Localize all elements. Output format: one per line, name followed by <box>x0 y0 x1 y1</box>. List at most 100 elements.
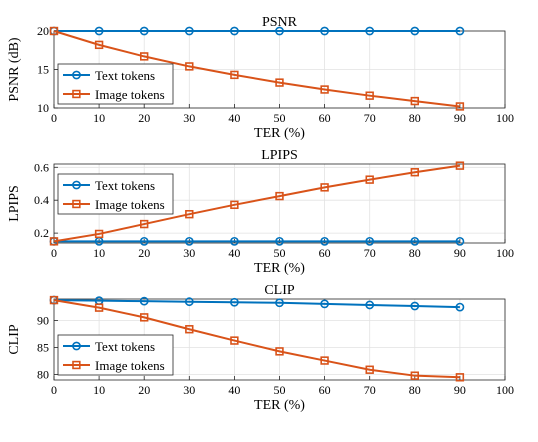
data-point-marker <box>94 303 104 312</box>
data-point-marker <box>229 297 239 307</box>
data-point-marker <box>455 302 465 312</box>
data-point-marker <box>365 91 374 100</box>
data-point-marker <box>184 26 194 36</box>
legend: Text tokens Image tokens <box>57 334 174 376</box>
x-tick-label: 20 <box>138 383 150 397</box>
x-tick-label: 20 <box>138 246 150 260</box>
x-tick-label: 80 <box>409 111 421 125</box>
y-tick-label: 10 <box>37 101 49 115</box>
data-point-marker <box>410 236 420 246</box>
data-point-marker <box>365 175 374 184</box>
legend-label: Image tokens <box>95 197 165 212</box>
data-point-marker <box>139 296 149 306</box>
legend-marker <box>72 341 81 351</box>
data-point-marker <box>229 236 239 246</box>
data-point-marker <box>94 40 104 50</box>
data-point-marker <box>140 52 149 61</box>
chart-title: LPIPS <box>261 148 298 163</box>
y-tick-label: 15 <box>37 63 49 77</box>
legend-marker <box>72 70 81 80</box>
data-point-marker <box>320 356 329 365</box>
x-tick-label: 30 <box>183 246 195 260</box>
y-tick-label: 80 <box>37 368 49 382</box>
x-tick-label: 0 <box>51 383 57 397</box>
x-tick-label: 30 <box>183 383 195 397</box>
data-point-marker <box>140 219 149 229</box>
data-point-marker <box>410 96 419 106</box>
x-tick-label: 50 <box>274 246 286 260</box>
data-point-marker <box>275 26 284 36</box>
chart-title: CLIP <box>264 283 295 298</box>
legend-marker <box>72 180 81 190</box>
x-tick-label: 60 <box>319 111 331 125</box>
legend-marker <box>72 199 81 209</box>
y-axis-label: CLIP <box>7 324 22 355</box>
x-tick-label: 60 <box>319 246 331 260</box>
series-line-image-tokens <box>53 299 460 379</box>
x-axis-label: TER (%) <box>254 126 305 141</box>
x-tick-label: 40 <box>228 246 240 260</box>
data-point-marker <box>320 183 329 192</box>
data-point-marker <box>455 373 465 382</box>
data-point-marker <box>275 236 284 246</box>
data-point-marker <box>49 26 59 36</box>
legend-label: Text tokens <box>95 178 155 193</box>
data-point-marker <box>140 313 149 322</box>
legend-marker <box>72 360 81 370</box>
data-point-marker <box>184 236 194 246</box>
x-tick-label: 70 <box>364 111 376 125</box>
data-point-marker <box>229 26 239 36</box>
data-point-marker <box>410 168 419 177</box>
data-point-marker <box>455 26 465 36</box>
x-tick-label: 100 <box>496 383 514 397</box>
x-axis-label: TER (%) <box>254 398 305 413</box>
data-point-marker <box>185 209 194 219</box>
series-line-text-tokens <box>53 299 460 309</box>
y-axis-label: LPIPS <box>7 185 22 222</box>
legend-label: Image tokens <box>95 358 165 373</box>
x-tick-label: 10 <box>93 383 105 397</box>
data-point-marker <box>185 62 194 71</box>
data-point-marker <box>184 297 194 307</box>
legend-label: Text tokens <box>95 68 155 83</box>
x-tick-label: 50 <box>274 111 286 125</box>
x-tick-label: 70 <box>364 383 376 397</box>
x-tick-label: 60 <box>319 383 331 397</box>
x-tick-label: 10 <box>93 246 105 260</box>
data-point-marker <box>410 301 420 311</box>
legend-marker <box>72 89 81 99</box>
data-point-marker <box>320 85 329 94</box>
legend: Text tokens Image tokens <box>57 173 174 215</box>
data-point-marker <box>139 26 149 36</box>
data-point-marker <box>230 336 239 345</box>
x-tick-label: 70 <box>364 246 376 260</box>
data-point-marker <box>230 70 239 80</box>
x-tick-label: 40 <box>228 111 240 125</box>
data-point-marker <box>365 236 375 246</box>
x-tick-label: 90 <box>454 246 466 260</box>
x-axis-label: TER (%) <box>254 261 305 276</box>
data-point-marker <box>365 300 375 310</box>
chart-panel-lpips: 0 10 20 30 40 50 60 70 80 90 100 0.2 0.4 0.6 LPIPS TER … <box>7 148 514 276</box>
data-point-marker <box>365 365 374 374</box>
legend-label: Text tokens <box>95 339 155 354</box>
data-point-marker <box>139 236 149 246</box>
data-point-marker <box>275 347 284 356</box>
data-point-marker <box>410 371 419 380</box>
data-point-marker <box>185 325 194 334</box>
x-tick-label: 40 <box>228 383 240 397</box>
x-tick-label: 80 <box>409 246 421 260</box>
data-point-marker <box>49 237 59 246</box>
data-point-marker <box>275 191 284 201</box>
data-point-marker <box>410 26 420 36</box>
y-tick-label: 0.6 <box>34 160 49 174</box>
y-tick-label: 0.4 <box>34 193 49 207</box>
y-tick-label: 85 <box>37 341 49 355</box>
legend: Text tokens Image tokens <box>57 63 174 105</box>
chart-panel-clip: 0 10 20 30 40 50 60 70 80 90 100 80 85 90 CLIP TER (%) C… <box>7 283 514 413</box>
y-tick-label: 0.2 <box>34 226 49 240</box>
x-tick-label: 30 <box>183 111 195 125</box>
data-point-marker <box>320 299 329 309</box>
